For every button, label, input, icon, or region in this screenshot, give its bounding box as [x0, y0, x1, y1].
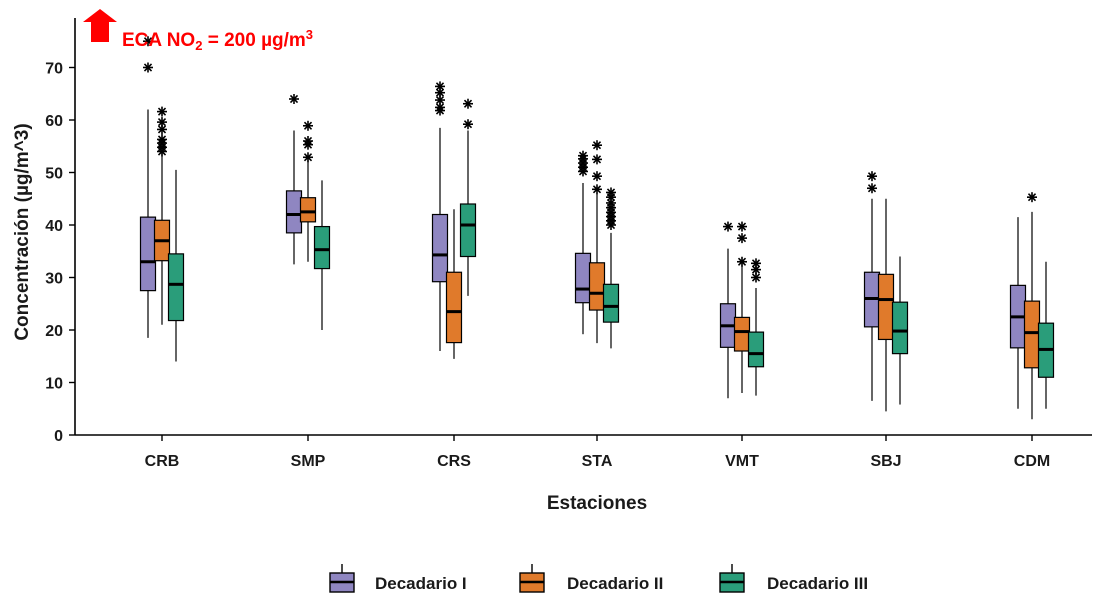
outlier-point — [867, 171, 877, 182]
y-tick-label: 50 — [45, 166, 63, 183]
box-vmt-2 — [733, 221, 751, 393]
outlier-point — [435, 81, 445, 92]
legend-label: Decadario III — [767, 574, 868, 593]
outlier-point — [157, 117, 167, 128]
outlier-point — [289, 94, 299, 104]
outlier-point — [143, 62, 153, 73]
box-cdm-1 — [1009, 217, 1027, 409]
x-tick-label-crb: CRB — [145, 453, 180, 470]
x-tick-label-smp: SMP — [291, 453, 326, 470]
eca-label-main: ECA NO — [122, 30, 195, 51]
x-tick-label-sta: STA — [582, 453, 613, 470]
outlier-point — [737, 256, 747, 267]
x-tick-label-vmt: VMT — [725, 453, 759, 470]
box-body — [139, 216, 157, 292]
x-tick-label-sbj: SBJ — [870, 453, 901, 470]
legend-item-2: Decadario II — [519, 564, 663, 593]
y-tick-label: 70 — [45, 61, 63, 78]
box-body — [733, 316, 751, 352]
outlier-point — [303, 152, 313, 163]
box-body — [167, 253, 185, 322]
legend-label: Decadario II — [567, 574, 663, 593]
outlier-point — [606, 187, 616, 198]
box-body — [285, 190, 303, 234]
box-crb-2 — [153, 106, 171, 325]
box-body — [431, 213, 449, 283]
legend-item-1: Decadario I — [329, 564, 467, 593]
outlier-point — [592, 140, 602, 151]
outlier-point — [592, 184, 602, 195]
eca-annotation: ECA NO2 = 200 µg/m3 — [83, 9, 313, 53]
box-crs-1 — [431, 81, 449, 351]
up-arrow-icon — [83, 9, 117, 42]
plot-area — [139, 36, 1055, 420]
eca-label-sub: 2 — [195, 38, 202, 53]
y-tick-label: 40 — [45, 218, 63, 235]
y-axis-title: Concentración (µg/m^3) — [12, 123, 33, 340]
outlier-point — [157, 134, 167, 145]
outlier-point — [578, 150, 588, 161]
box-crs-3 — [459, 98, 477, 296]
outlier-point — [592, 154, 602, 165]
outlier-point — [751, 264, 761, 275]
box-body — [877, 273, 895, 341]
eca-label-sup: 3 — [306, 27, 313, 42]
outlier-point — [157, 106, 167, 117]
outlier-point — [435, 87, 445, 98]
outlier-point — [1027, 192, 1037, 203]
y-tick-label: 60 — [45, 113, 63, 130]
x-tick-label-cdm: CDM — [1014, 453, 1050, 470]
box-crb-1 — [139, 36, 157, 338]
eca-label-rest: = 200 µg/m — [202, 30, 305, 51]
outlier-point — [867, 183, 877, 194]
outlier-point — [463, 119, 473, 130]
box-body — [574, 252, 592, 304]
box-sta-3 — [602, 187, 620, 349]
outlier-point — [737, 221, 747, 232]
box-crb-3 — [167, 169, 185, 362]
box-sbj-1 — [863, 171, 881, 401]
box-sta-2 — [588, 140, 606, 344]
box-vmt-3 — [747, 258, 765, 396]
legend-label: Decadario I — [375, 574, 467, 593]
box-vmt-1 — [719, 221, 737, 399]
outlier-point — [592, 171, 602, 182]
box-body — [1023, 300, 1041, 369]
outlier-point — [303, 136, 313, 146]
outlier-point — [303, 120, 313, 131]
outlier-point — [143, 36, 153, 47]
y-tick-label: 10 — [45, 376, 63, 393]
box-crs-2 — [445, 209, 463, 359]
box-smp-3 — [313, 180, 331, 330]
y-tick-label: 30 — [45, 271, 63, 288]
box-smp-1 — [285, 94, 303, 265]
y-tick-label: 20 — [45, 323, 63, 340]
eca-label: ECA NO2 = 200 µg/m3 — [122, 27, 313, 53]
box-body — [602, 283, 620, 323]
box-body — [459, 203, 477, 258]
legend: Decadario I Decadario II Decadario III — [329, 564, 868, 593]
axes: 0 10 20 30 40 50 60 70 CRB SMP CRS STA VMT SBJ CDM — [45, 18, 1092, 470]
box-body — [445, 271, 463, 344]
box-body — [747, 331, 765, 368]
x-axis-title: Estaciones — [547, 493, 647, 514]
outlier-point — [751, 258, 761, 269]
box-body — [891, 301, 909, 355]
box-sta-1 — [574, 150, 592, 335]
outlier-point — [737, 233, 747, 244]
outlier-point — [463, 98, 473, 109]
box-cdm-2 — [1023, 192, 1041, 420]
box-body — [588, 262, 606, 311]
box-body — [299, 197, 317, 223]
y-tick-label: 0 — [54, 428, 63, 445]
outlier-point — [723, 221, 733, 232]
x-tick-label-crs: CRS — [437, 453, 471, 470]
box-sbj-2 — [877, 198, 895, 412]
box-cdm-3 — [1037, 261, 1055, 409]
box-smp-2 — [299, 120, 317, 262]
box-body — [313, 225, 331, 270]
legend-item-3: Decadario III — [719, 564, 868, 593]
box-sbj-3 — [891, 256, 909, 405]
